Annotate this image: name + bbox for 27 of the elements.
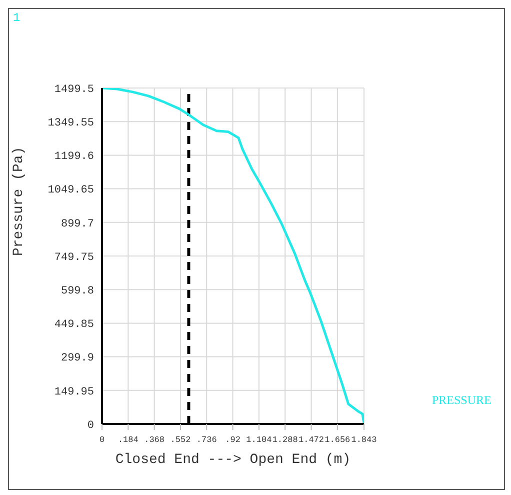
text: 1 (13, 11, 20, 25)
y-axis-title: Pressure (Pa) (10, 146, 27, 256)
y-tick-label: 899.7 (60, 218, 94, 230)
x-tick-label: 1.843 (351, 435, 377, 445)
x-tick-label: .184 (118, 435, 138, 445)
y-tick-label: 749.75 (54, 252, 94, 264)
y-tick-label: 0 (87, 420, 94, 432)
x-tick-label: 1.656 (324, 435, 350, 445)
x-tick-label: 1.288 (272, 435, 298, 445)
line-series (102, 88, 364, 424)
y-tick-label: 1049.65 (48, 184, 94, 197)
y-tick-label: 599.8 (60, 286, 94, 298)
x-tick-label: 1.104 (246, 435, 272, 445)
x-tick-label: .368 (144, 435, 165, 445)
y-tick-label: 1499.5 (54, 84, 94, 96)
x-tick-label: .552 (170, 435, 191, 445)
y-tick-label: 1349.55 (48, 118, 94, 130)
x-axis-title: Closed End ---> Open End (m) (115, 452, 351, 468)
x-tick-label: 0 (99, 435, 105, 445)
y-tick-label: 449.85 (54, 319, 94, 332)
y-tick-label: 149.95 (54, 386, 94, 398)
x-tick-label: .736 (196, 435, 217, 445)
x-tick-label: 1.472 (298, 435, 324, 445)
x-tick-label: .92 (225, 435, 240, 445)
text: PRESSURE (432, 393, 492, 408)
y-tick-label: 299.9 (60, 352, 94, 365)
y-tick-label: 1199.6 (54, 151, 94, 164)
